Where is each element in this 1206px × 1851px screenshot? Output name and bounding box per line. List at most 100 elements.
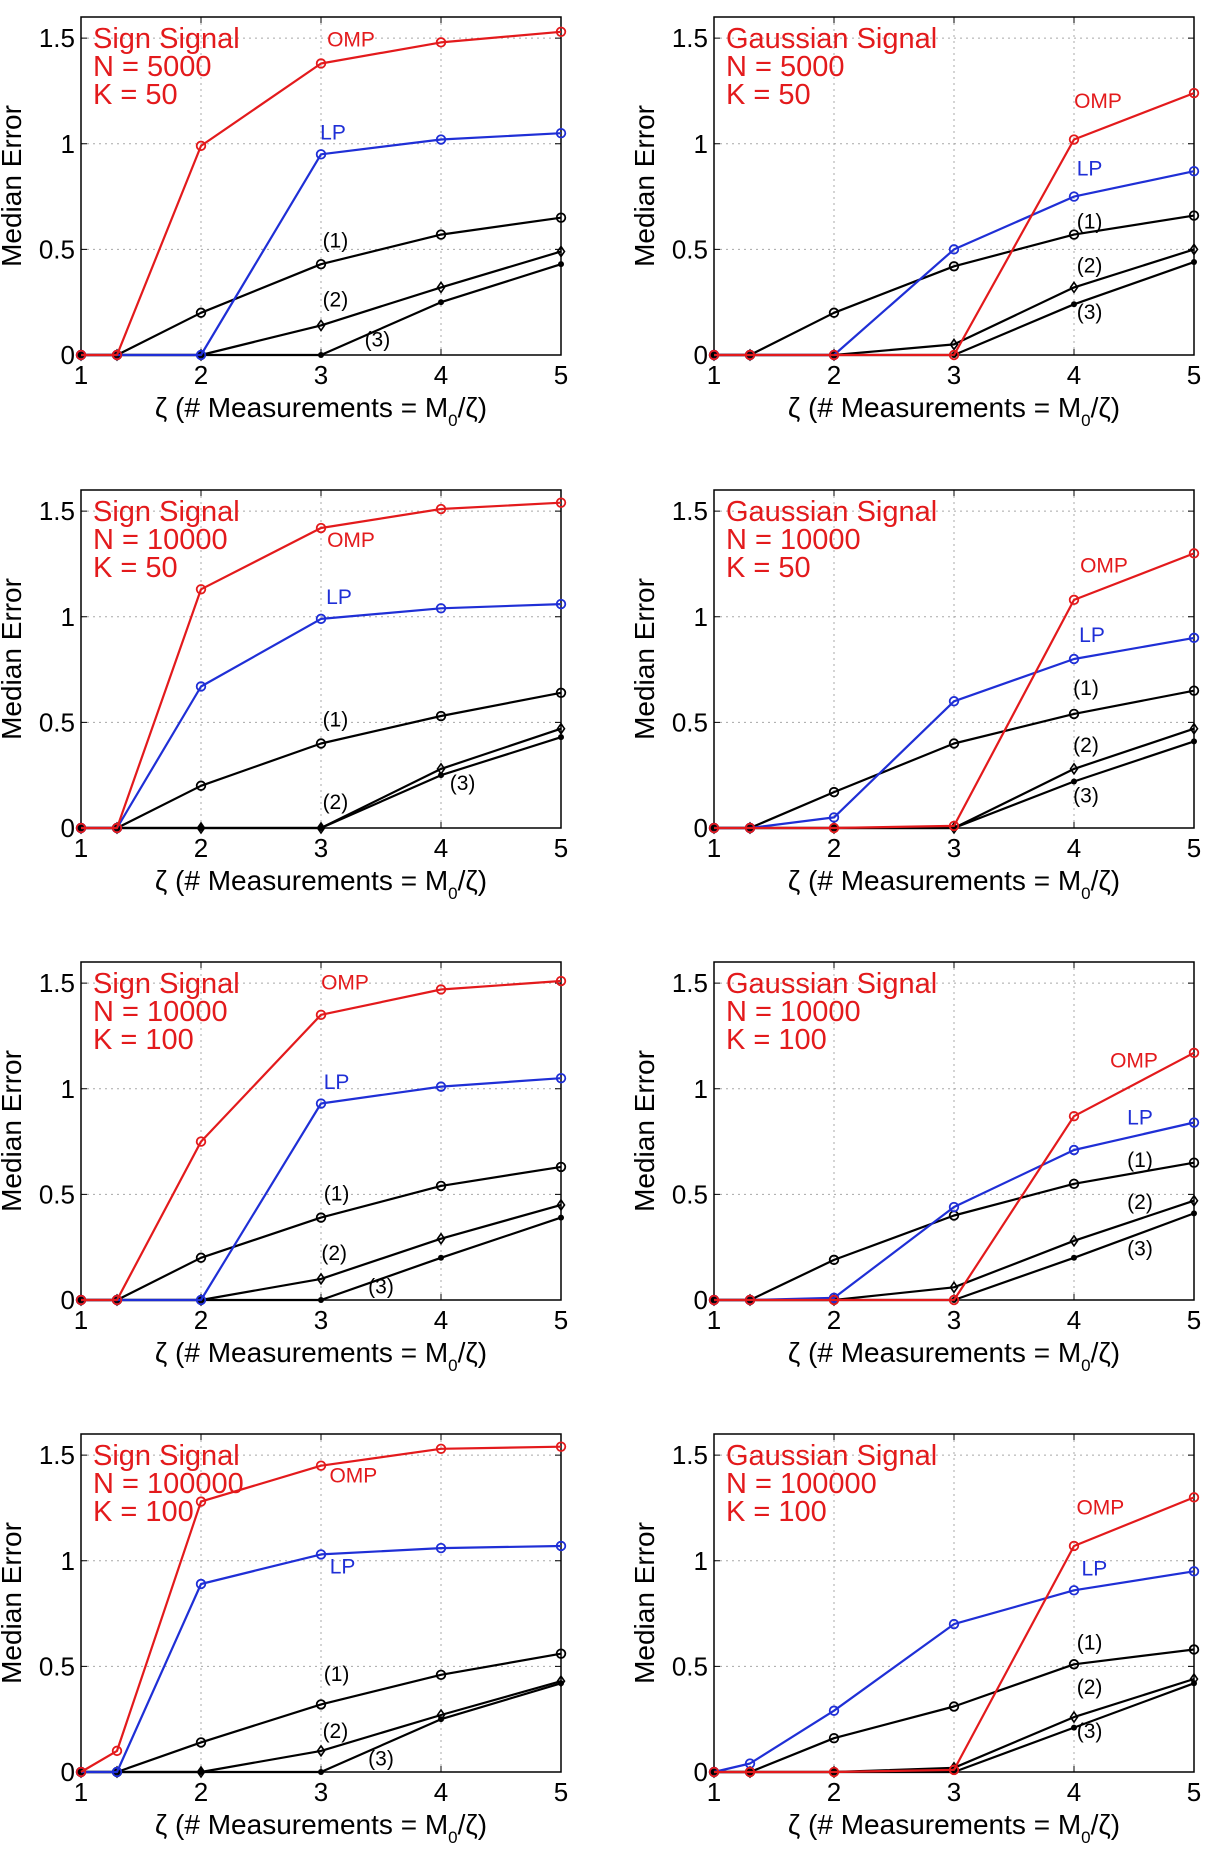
y-tick-label: 1.5 [39, 496, 75, 526]
series-label: (3) [1077, 301, 1103, 324]
info-line: N = 100000 [726, 1468, 877, 1500]
x-tick-label: 3 [947, 1305, 961, 1335]
tick-marks [80, 1434, 562, 1773]
data-point [828, 1766, 840, 1778]
data-point [948, 349, 960, 361]
data-point [316, 1744, 326, 1758]
data-point [1188, 1492, 1200, 1503]
series-line [714, 1496, 1195, 1774]
x-tick-label: 3 [947, 360, 961, 390]
data-point [744, 1294, 756, 1306]
x-tick-label: 3 [947, 1777, 961, 1807]
series-label: (2) [323, 791, 349, 814]
data-point [948, 261, 960, 272]
series-omp [75, 1441, 567, 1778]
data-point [948, 820, 960, 832]
data-point [315, 149, 327, 160]
data-point [436, 281, 446, 294]
series-line [81, 30, 562, 357]
chart-panel-8: 1 2 3 4 5 0 0.5 1 1.5 ζ (# Measurements = M0/ζ) Me… [629, 1433, 1201, 1847]
series-line [714, 636, 1195, 830]
x-tick-label: 2 [194, 360, 208, 390]
y-tick-label: 0 [61, 340, 75, 370]
data-point [555, 687, 567, 699]
series-line [81, 1077, 562, 1302]
data-point [1188, 685, 1200, 696]
series-line [713, 1570, 1195, 1774]
series-label: OMP [327, 29, 375, 52]
y-tick-label: 0.5 [672, 1651, 708, 1681]
series-omp [708, 1047, 1200, 1306]
info-line: Sign Signal [93, 968, 240, 1000]
data-point [1068, 1585, 1080, 1596]
data-point [1068, 1111, 1080, 1122]
data-point [1069, 281, 1079, 294]
x-tick-label: 1 [74, 1777, 88, 1807]
y-axis-label: Median Error [0, 1522, 27, 1684]
chart-panel-4: 1 2 3 4 5 0 0.5 1 1.5 ζ (# Measurements = M0/ζ) Me… [629, 489, 1201, 903]
y-tick-label: 0 [61, 1285, 75, 1315]
series-line [714, 689, 1195, 830]
series-label: (1) [1077, 1631, 1103, 1654]
info-line: K = 50 [726, 79, 811, 111]
data-point [708, 1294, 720, 1306]
data-point [318, 352, 324, 358]
info-line: N = 10000 [726, 996, 861, 1028]
data-point [438, 299, 444, 306]
y-axis-label: Median Error [629, 578, 660, 740]
x-tick-label: 4 [1067, 833, 1081, 863]
y-tick-label: 1 [694, 129, 708, 159]
series-label: (3) [450, 772, 476, 795]
y-tick-label: 0 [61, 1757, 75, 1787]
series-label: LP [1079, 624, 1105, 647]
data-point [949, 1280, 959, 1294]
series-label: (1) [323, 709, 349, 732]
data-point [1068, 1178, 1080, 1190]
data-point [1069, 762, 1079, 776]
series-line [714, 214, 1195, 357]
series-label: (1) [323, 229, 349, 252]
data-point [828, 1705, 840, 1716]
data-point [948, 1618, 960, 1630]
series-label: (2) [323, 1720, 349, 1743]
y-tick-label: 1.5 [672, 968, 708, 998]
info-line: K = 50 [726, 552, 811, 584]
x-tick-label: 2 [194, 1305, 208, 1335]
gridlines [714, 1434, 1194, 1772]
data-point [828, 1732, 840, 1744]
data-point [1068, 229, 1080, 240]
data-point [1188, 548, 1200, 559]
series-label: (3) [365, 329, 391, 352]
info-line: Gaussian Signal [726, 496, 937, 528]
data-point [315, 1009, 327, 1021]
data-point [948, 244, 960, 255]
series-label: LP [324, 1071, 350, 1094]
data-point [315, 613, 327, 625]
x-tick-label: 4 [434, 1305, 448, 1335]
data-point [828, 1254, 840, 1266]
y-tick-label: 1 [61, 602, 75, 632]
series-label: LP [326, 586, 352, 609]
data-point [948, 1764, 960, 1776]
x-tick-label: 5 [1187, 1305, 1201, 1335]
x-axis-label: ζ (# Measurements = M0/ζ) [155, 865, 487, 903]
y-tick-label: 0.5 [39, 707, 75, 737]
data-point [555, 975, 567, 987]
y-tick-label: 0.5 [39, 1179, 75, 1209]
info-line: Sign Signal [93, 1440, 240, 1472]
data-point [555, 26, 567, 37]
y-tick-label: 0.5 [672, 1179, 708, 1209]
y-tick-label: 1.5 [672, 23, 708, 53]
data-point [744, 1766, 756, 1778]
y-tick-label: 1 [61, 129, 75, 159]
series-label: (2) [1127, 1191, 1153, 1214]
data-point [948, 1201, 960, 1213]
y-tick-label: 1.5 [39, 1440, 75, 1470]
series-label: (2) [323, 288, 349, 311]
x-tick-label: 1 [707, 360, 721, 390]
x-tick-label: 4 [434, 360, 448, 390]
series-2 [709, 1672, 1199, 1779]
series-label: (3) [1073, 785, 1099, 808]
data-point [556, 722, 566, 736]
series-line [80, 1445, 562, 1773]
